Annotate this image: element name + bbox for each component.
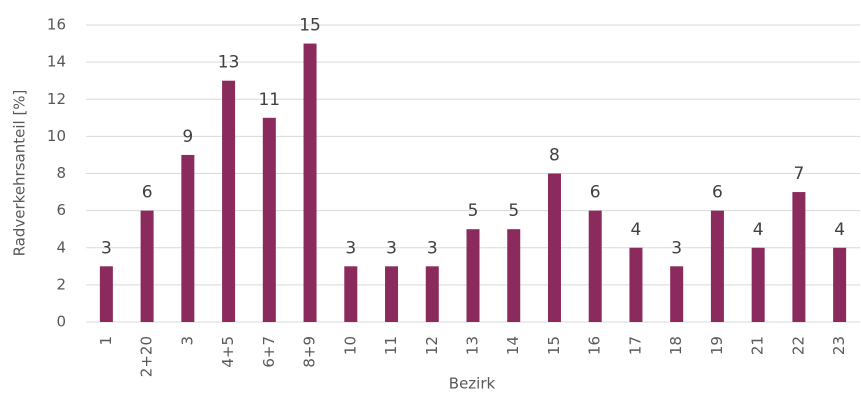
- data-label: 5: [468, 201, 479, 221]
- bar: [140, 210, 154, 322]
- y-tick-label: 6: [56, 201, 66, 219]
- x-tick-label: 3: [178, 336, 196, 346]
- bar: [262, 117, 276, 322]
- y-tick-label: 12: [47, 90, 66, 108]
- bar: [303, 43, 317, 322]
- x-tick-label: 16: [586, 336, 604, 355]
- x-tick-label: 4+5: [219, 336, 237, 368]
- y-tick-label: 0: [56, 313, 66, 331]
- bar: [547, 173, 561, 322]
- bar: [507, 229, 521, 322]
- bar: [344, 266, 358, 322]
- x-tick-label: 17: [626, 336, 644, 355]
- x-tick-label: 10: [341, 336, 359, 355]
- bar: [385, 266, 399, 322]
- x-tick-label: 21: [749, 336, 767, 355]
- data-label: 11: [258, 90, 280, 110]
- y-tick-label: 2: [56, 275, 66, 293]
- x-tick-label: 13: [464, 336, 482, 355]
- y-axis-label: Radverkehrsanteil [%]: [11, 90, 29, 257]
- data-label: 3: [345, 238, 356, 258]
- data-label: 3: [671, 238, 682, 258]
- data-label: 5: [508, 201, 519, 221]
- bar: [792, 192, 806, 322]
- y-tick-label: 8: [56, 164, 66, 182]
- data-label: 7: [793, 164, 804, 184]
- data-label: 4: [834, 220, 845, 240]
- x-tick-label: 19: [708, 336, 726, 355]
- data-label: 13: [218, 53, 240, 73]
- bar: [710, 210, 724, 322]
- x-tick-label: 2+20: [138, 336, 156, 377]
- x-tick-label: 6+7: [260, 336, 278, 368]
- y-tick-label: 4: [56, 238, 66, 256]
- data-label: 4: [631, 220, 642, 240]
- bar: [425, 266, 439, 322]
- bar: [629, 247, 643, 322]
- bar: [99, 266, 113, 322]
- data-label: 3: [427, 238, 438, 258]
- data-label: 6: [712, 183, 723, 203]
- data-label: 8: [549, 146, 560, 166]
- data-label: 4: [753, 220, 764, 240]
- data-label: 9: [182, 127, 193, 147]
- bar: [751, 247, 765, 322]
- bar: [588, 210, 602, 322]
- data-label: 3: [386, 238, 397, 258]
- bar: [670, 266, 684, 322]
- data-label: 3: [101, 238, 112, 258]
- bar: [222, 80, 236, 322]
- x-tick-label: 15: [545, 336, 563, 355]
- bar: [181, 154, 195, 322]
- data-label: 15: [299, 16, 321, 36]
- x-tick-label: 8+9: [301, 336, 319, 368]
- y-tick-label: 16: [47, 16, 66, 34]
- x-tick-label: 14: [504, 336, 522, 355]
- x-tick-label: 12: [423, 336, 441, 355]
- x-axis-label: Bezirk: [449, 375, 496, 393]
- bar: [833, 247, 847, 322]
- data-label: 6: [590, 183, 601, 203]
- bar: [466, 229, 480, 322]
- x-tick-label: 22: [789, 336, 807, 355]
- x-tick-label: 1: [97, 336, 115, 346]
- data-label: 6: [142, 183, 153, 203]
- y-tick-label: 14: [47, 53, 66, 71]
- x-tick-label: 23: [830, 336, 848, 355]
- y-tick-label: 10: [47, 127, 66, 145]
- x-tick-label: 18: [667, 336, 685, 355]
- x-tick-label: 11: [382, 336, 400, 355]
